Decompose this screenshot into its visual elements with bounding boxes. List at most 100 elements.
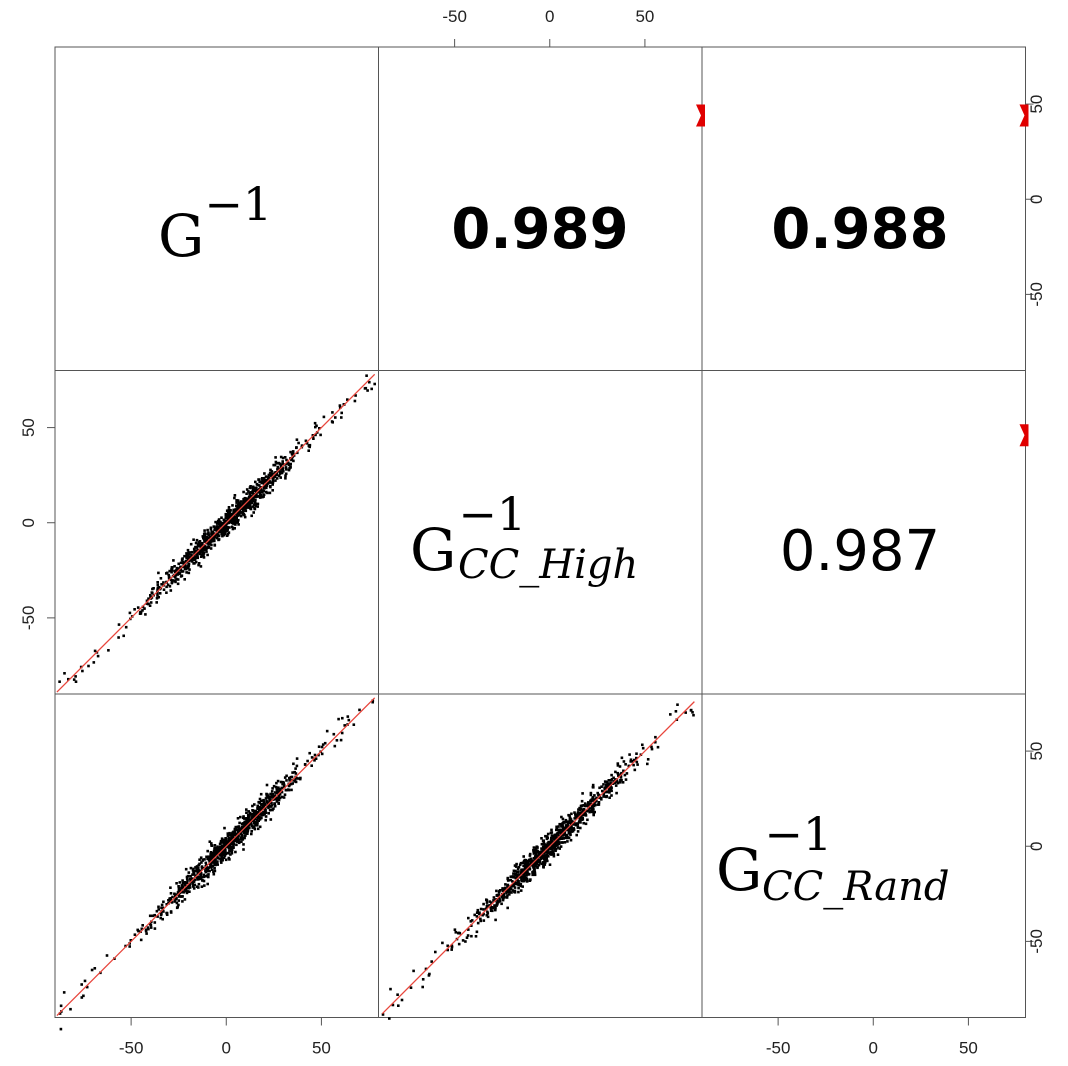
data-point	[165, 913, 169, 916]
data-point	[187, 886, 190, 890]
data-point	[574, 814, 578, 818]
data-point	[169, 897, 172, 900]
data-point	[253, 827, 257, 831]
data-point	[521, 885, 524, 888]
data-point	[600, 785, 603, 788]
data-point	[528, 868, 531, 871]
data-point	[167, 573, 170, 577]
right-tick-label-row-2: 50	[1027, 742, 1046, 761]
data-point	[227, 839, 231, 842]
data-point	[293, 779, 297, 782]
data-point	[243, 817, 246, 820]
data-point	[321, 743, 325, 746]
data-point	[602, 783, 605, 786]
data-point	[165, 571, 169, 575]
data-point	[172, 559, 175, 562]
data-point	[194, 556, 197, 559]
data-point	[550, 844, 554, 847]
data-point	[517, 890, 520, 894]
data-point	[234, 510, 237, 514]
data-point	[475, 930, 479, 934]
data-point	[564, 818, 568, 822]
data-point	[204, 536, 207, 539]
data-point	[295, 446, 298, 450]
data-point	[199, 877, 202, 880]
data-point	[365, 374, 368, 377]
data-point	[201, 859, 204, 862]
data-point	[243, 515, 247, 519]
data-point	[263, 807, 267, 810]
data-point	[325, 729, 329, 733]
data-point	[93, 649, 97, 653]
data-point	[259, 480, 263, 484]
data-point	[236, 513, 239, 517]
data-point	[465, 936, 469, 939]
data-point	[236, 508, 239, 512]
data-point	[137, 929, 140, 933]
variable-label-g-inverse-cc-rand: G−1	[716, 807, 832, 904]
data-point	[156, 915, 159, 918]
data-point	[282, 796, 286, 799]
data-point	[267, 476, 271, 480]
data-point	[159, 577, 163, 580]
data-point	[202, 532, 206, 536]
data-point	[200, 544, 204, 547]
data-point	[274, 479, 277, 482]
data-point	[189, 542, 193, 546]
data-point	[253, 500, 257, 504]
data-point	[331, 421, 334, 424]
data-point	[202, 536, 205, 539]
data-point	[180, 887, 184, 890]
data-point	[223, 838, 226, 842]
data-point	[237, 829, 240, 833]
data-point	[178, 888, 182, 892]
data-point	[580, 811, 583, 814]
data-point	[412, 969, 415, 973]
data-point	[469, 920, 473, 923]
data-point	[526, 869, 529, 872]
data-point	[165, 903, 168, 906]
data-point	[289, 462, 292, 466]
data-point	[542, 866, 545, 869]
data-point	[594, 803, 597, 807]
data-point	[226, 511, 230, 514]
data-point	[441, 941, 444, 945]
data-point	[604, 790, 608, 794]
data-point	[196, 870, 200, 874]
data-point	[551, 850, 555, 853]
data-point	[519, 861, 523, 865]
data-point	[199, 872, 203, 876]
data-point	[615, 791, 618, 795]
data-point	[198, 552, 202, 556]
data-point	[290, 457, 294, 460]
data-point	[542, 861, 545, 865]
data-point	[337, 717, 340, 721]
data-point	[257, 800, 260, 804]
data-point	[232, 517, 236, 521]
data-point	[216, 532, 219, 536]
data-point	[209, 528, 213, 531]
data-point	[474, 935, 478, 938]
data-point	[155, 597, 159, 600]
data-point	[586, 803, 590, 806]
data-point	[276, 797, 279, 801]
data-point	[278, 792, 282, 796]
data-point	[179, 568, 183, 571]
data-point	[58, 680, 61, 683]
left-tick-label-row-1: 0	[19, 518, 38, 527]
data-point	[165, 585, 168, 589]
data-point	[179, 561, 183, 565]
data-point	[532, 846, 536, 849]
data-point	[525, 879, 529, 883]
data-point	[545, 856, 548, 859]
data-point	[548, 847, 551, 850]
data-point	[264, 797, 268, 800]
data-point	[511, 880, 514, 883]
data-point	[569, 838, 573, 842]
data-point	[217, 519, 221, 523]
data-point	[207, 546, 210, 549]
data-point	[245, 832, 249, 835]
data-point	[547, 855, 550, 858]
data-point	[434, 950, 437, 954]
